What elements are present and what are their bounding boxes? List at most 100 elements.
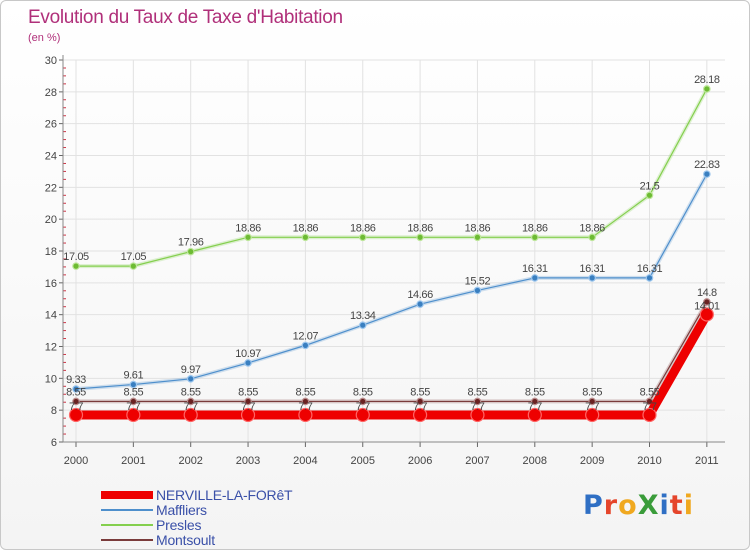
legend-swatch (101, 508, 153, 511)
data-label: 7.7 (528, 401, 542, 413)
data-point (413, 407, 428, 423)
data-point (645, 191, 654, 200)
legend-swatch (101, 538, 153, 541)
data-point (588, 274, 596, 282)
legend-label: Presles (156, 516, 202, 533)
y-tick-label: 6 (51, 437, 57, 449)
data-point (588, 397, 596, 406)
data-label: 17.05 (63, 251, 89, 263)
data-label: 7.7 (126, 401, 140, 413)
data-label: 7.7 (585, 401, 599, 413)
data-label: 8.55 (123, 386, 143, 398)
data-point (126, 407, 141, 423)
data-point (530, 397, 539, 406)
y-tick-label: 24 (45, 151, 57, 163)
data-point (473, 233, 482, 242)
x-tick-label: 2011 (695, 455, 719, 467)
data-label: 18.86 (579, 222, 605, 234)
data-point (129, 380, 138, 389)
data-label: 14.66 (407, 289, 433, 301)
data-point (645, 274, 654, 282)
data-label: 10.97 (235, 348, 261, 360)
logo-letter: t (669, 490, 684, 521)
data-point (244, 359, 252, 367)
data-point (183, 407, 198, 423)
data-label: 8.55 (181, 386, 201, 398)
data-label: 7.7 (298, 401, 312, 413)
data-point (72, 397, 80, 406)
y-tick-label: 16 (45, 278, 57, 290)
data-label: 8.55 (66, 386, 86, 398)
data-point (301, 233, 310, 242)
data-point (470, 407, 485, 423)
series-line-2 (76, 88, 708, 267)
data-point (72, 262, 80, 270)
data-label: 22.83 (694, 159, 720, 171)
data-point (530, 233, 539, 242)
data-label: 18.86 (522, 222, 548, 234)
data-label: 8.55 (582, 386, 602, 398)
data-point (298, 407, 313, 423)
series-line-0 (76, 312, 711, 420)
y-tick-label: 28 (45, 87, 57, 99)
data-label: 8.55 (410, 386, 430, 398)
data-point (72, 385, 80, 393)
data-point (358, 397, 367, 406)
proxiti-logo: ProXiti (583, 490, 694, 521)
chart-title: Evolution du Taux de Taxe d'Habitation (28, 7, 343, 28)
data-label: 7.7 (184, 401, 198, 413)
y-tick-label: 10 (45, 373, 57, 385)
logo-letter: P (583, 490, 604, 521)
data-label: 28.18 (694, 74, 720, 86)
data-label: 8.55 (353, 386, 373, 398)
data-label: 7.7 (413, 401, 427, 413)
x-tick-label: 2004 (293, 455, 317, 467)
logo-letter: i (683, 490, 694, 521)
y-tick-label: 20 (45, 214, 57, 226)
logo-letter: i (659, 490, 670, 521)
series-line-shadow (75, 173, 709, 391)
data-point (642, 407, 657, 423)
data-label: 7.7 (356, 401, 370, 413)
data-point (416, 233, 424, 242)
data-label: 18.86 (465, 222, 491, 234)
x-tick-label: 2009 (580, 455, 604, 467)
data-label: 8.55 (238, 386, 258, 398)
x-tick-label: 2002 (178, 455, 202, 467)
data-point (240, 407, 256, 423)
logo-letter: X (637, 490, 660, 521)
data-label: 7.7 (241, 401, 255, 413)
data-label: 7.7 (470, 401, 484, 413)
legend-label: Maffliers (156, 501, 207, 518)
data-label: 14.01 (694, 301, 720, 313)
data-label: 13.34 (350, 310, 376, 322)
data-label: 17.05 (121, 251, 147, 263)
series-line-1 (75, 173, 708, 390)
data-point (416, 397, 424, 406)
data-point (301, 397, 310, 406)
data-point (129, 262, 138, 270)
legend-item: Presles (101, 516, 292, 533)
data-label: 16.31 (522, 263, 548, 275)
legend-item: Montsoult (101, 532, 292, 548)
x-tick-label: 2008 (523, 455, 547, 467)
data-point (129, 397, 138, 406)
y-tick-label: 30 (45, 55, 57, 67)
data-label: 18.86 (350, 222, 376, 234)
data-label: 15.52 (465, 275, 491, 287)
data-label: 16.31 (637, 263, 663, 275)
data-label: 18.86 (293, 222, 319, 234)
data-point (703, 298, 711, 306)
x-tick-label: 2000 (64, 455, 88, 467)
data-label: 12.07 (293, 330, 319, 342)
data-point (186, 247, 195, 256)
data-point (358, 321, 367, 329)
legend-swatch (101, 490, 153, 499)
x-tick-label: 2010 (637, 455, 661, 467)
data-point (186, 397, 195, 406)
data-point (703, 85, 711, 93)
data-label: 8.55 (295, 386, 315, 398)
data-point (703, 170, 711, 178)
data-label: 9.33 (66, 374, 86, 386)
